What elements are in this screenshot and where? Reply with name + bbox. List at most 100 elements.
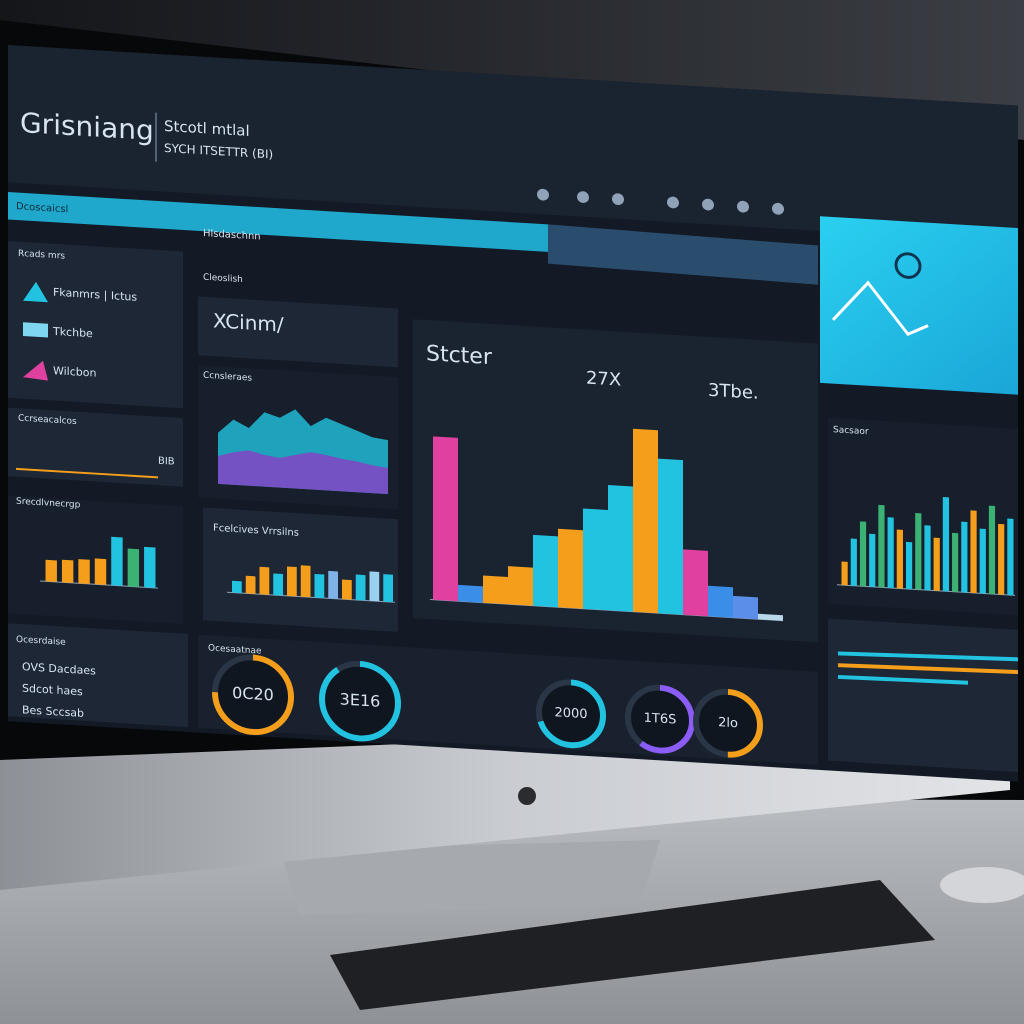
bar <box>733 595 758 620</box>
bar <box>841 561 848 586</box>
bar <box>94 558 107 585</box>
sidebar-item: Tkchbe <box>52 325 93 340</box>
logo <box>518 787 536 805</box>
subtitle-2: SYCH ITSETTR (BI) <box>164 141 273 161</box>
bar <box>896 529 903 589</box>
gauge-arc <box>625 684 695 754</box>
icon <box>737 200 749 213</box>
sidebar-item: Wilcbon <box>53 364 96 379</box>
bar <box>633 428 658 614</box>
app-title: Grisniang <box>20 106 154 147</box>
stat: 3Tbe. <box>708 380 759 404</box>
progress <box>837 651 1019 662</box>
panel-title: Ccnsleraes <box>203 371 252 384</box>
panel-title: Ocesaatnae <box>208 643 262 656</box>
bar <box>245 575 256 594</box>
bar <box>970 510 977 594</box>
bar <box>273 573 283 596</box>
bar <box>433 436 458 602</box>
header-strip <box>8 192 548 252</box>
bar <box>905 541 913 590</box>
bar <box>259 566 270 595</box>
gauge-label: 0C20 <box>232 683 274 704</box>
bar <box>287 566 297 597</box>
gauge-label: 2000 <box>554 705 587 722</box>
bar <box>933 537 940 591</box>
bar <box>144 546 156 588</box>
panel-title: Srecdlvnecrgp <box>16 497 81 511</box>
mouse <box>940 867 1024 903</box>
icon <box>894 252 922 279</box>
widget-value: XCinm/ <box>213 310 284 337</box>
gauge-label: 2lo <box>718 715 738 731</box>
bar <box>758 613 783 621</box>
bar <box>859 521 867 587</box>
gauge-arc <box>212 654 294 735</box>
sidebar-panel <box>8 241 183 409</box>
toolbar-icons <box>537 188 784 215</box>
icon <box>23 322 48 338</box>
bar <box>658 458 683 615</box>
panel-title: Fcelcives Vrrsilns <box>213 523 299 539</box>
panel-title: Sacsaor <box>833 425 869 437</box>
bar <box>887 517 894 589</box>
icon <box>577 191 589 203</box>
screen: Grisniang Stcotl mtlal SYCH ITSETTR (BI)… <box>8 45 1019 782</box>
bar <box>683 549 708 617</box>
bar <box>608 484 633 612</box>
bar <box>78 559 90 585</box>
bar <box>533 534 558 608</box>
bar <box>458 584 483 603</box>
bar <box>369 571 380 602</box>
stat: 27X <box>586 368 621 391</box>
highlight-panel <box>820 216 1018 395</box>
gauge-arc <box>693 688 763 758</box>
summary-value: BIB <box>158 456 175 468</box>
bar <box>328 570 338 599</box>
bar <box>869 533 876 588</box>
nav: Hlsdaschnn <box>203 228 261 242</box>
sidebar-item: Fkanmrs | Ictus <box>53 286 137 304</box>
bar <box>878 504 885 588</box>
icon <box>23 281 48 303</box>
subtitle: Stcotl mtlal <box>164 117 250 140</box>
tab: Dcoscaicsl <box>16 201 68 215</box>
bar <box>988 505 996 595</box>
list-item: Bes Sccsab <box>22 703 84 720</box>
widget-panel <box>198 296 398 368</box>
icon <box>702 198 714 211</box>
bar <box>942 497 950 592</box>
keyboard <box>330 880 935 1010</box>
progress <box>837 663 1019 675</box>
icon <box>612 193 624 206</box>
gauge-label: 1T6S <box>644 711 677 728</box>
bar <box>508 566 533 606</box>
bar <box>355 574 366 601</box>
header-strip-right <box>548 224 818 285</box>
list-item: OVS Dacdaes <box>22 660 96 677</box>
bar <box>314 573 325 599</box>
header-bar <box>8 45 1018 243</box>
bar <box>1007 518 1014 596</box>
bar <box>342 579 352 600</box>
highlight-icon <box>831 280 929 337</box>
gauge-arc <box>536 679 606 749</box>
bar <box>61 559 74 584</box>
bar <box>979 528 986 594</box>
icon <box>667 196 679 209</box>
summary-line <box>16 467 158 479</box>
bar <box>952 532 959 593</box>
icon <box>23 360 48 381</box>
bar <box>850 538 857 586</box>
progress-lines <box>837 651 1019 685</box>
right-bottom-panel <box>828 618 1018 773</box>
bar <box>583 508 608 611</box>
bar <box>708 585 733 618</box>
bar <box>111 536 123 586</box>
progress <box>837 674 969 685</box>
monitor-stand <box>280 840 660 915</box>
bar <box>483 575 508 605</box>
gauge-arc <box>319 660 401 742</box>
gauge-label: 3E16 <box>340 690 381 711</box>
